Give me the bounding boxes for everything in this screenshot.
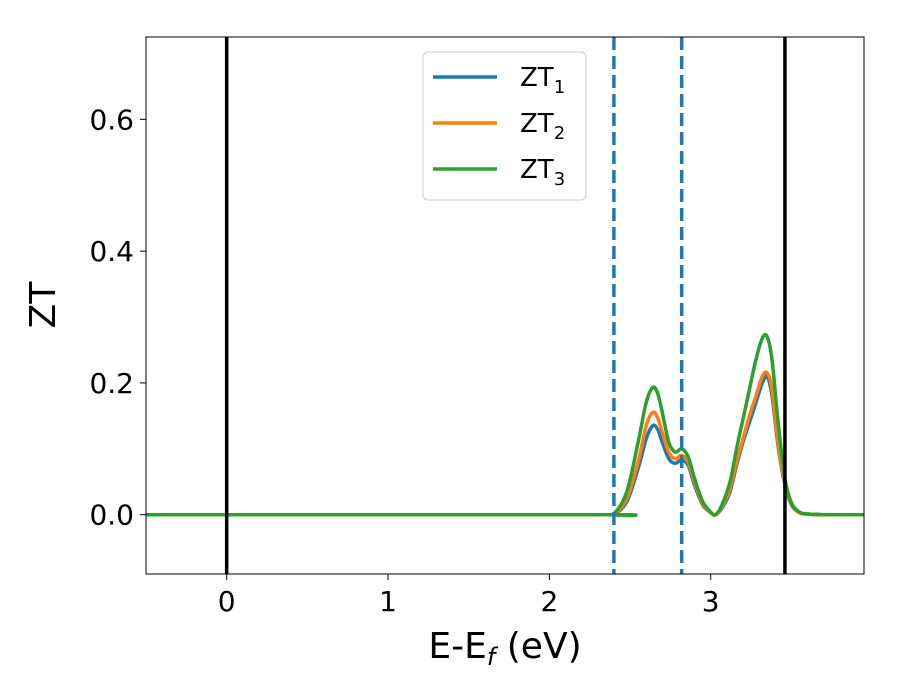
legend-label-zt2: ZT2 xyxy=(520,109,565,144)
vline-layer xyxy=(224,37,787,574)
plot-frame xyxy=(145,36,865,575)
legend-label-zt3: ZT3 xyxy=(520,155,565,190)
legend-label-zt1: ZT1 xyxy=(520,63,565,98)
y-tick-label: 0.0 xyxy=(89,499,134,532)
series-line-zt3 xyxy=(145,332,865,518)
x-tick-label: 0 xyxy=(218,585,236,618)
series-line-zt2 xyxy=(145,370,865,518)
x-axis-title: E-Ef (eV) xyxy=(428,626,581,671)
y-tick-label: 0.2 xyxy=(89,367,134,400)
x-tick-label: 3 xyxy=(702,585,720,618)
legend: ZT1 ZT2 ZT3 xyxy=(422,51,587,201)
y-tick-label: 0.4 xyxy=(89,235,134,268)
x-tick-label: 1 xyxy=(379,585,397,618)
tick-layer: 0 1 2 3 0.0 0.2 0.4 0.6 xyxy=(89,103,719,618)
x-axis-title-unit: (eV) xyxy=(495,626,581,667)
legend-box xyxy=(422,51,587,201)
y-tick-label: 0.6 xyxy=(89,103,134,136)
x-tick-label: 2 xyxy=(540,585,558,618)
y-axis-title: ZT xyxy=(23,281,64,329)
x-axis-title-main: E-E xyxy=(428,626,486,667)
series-layer xyxy=(145,332,865,518)
